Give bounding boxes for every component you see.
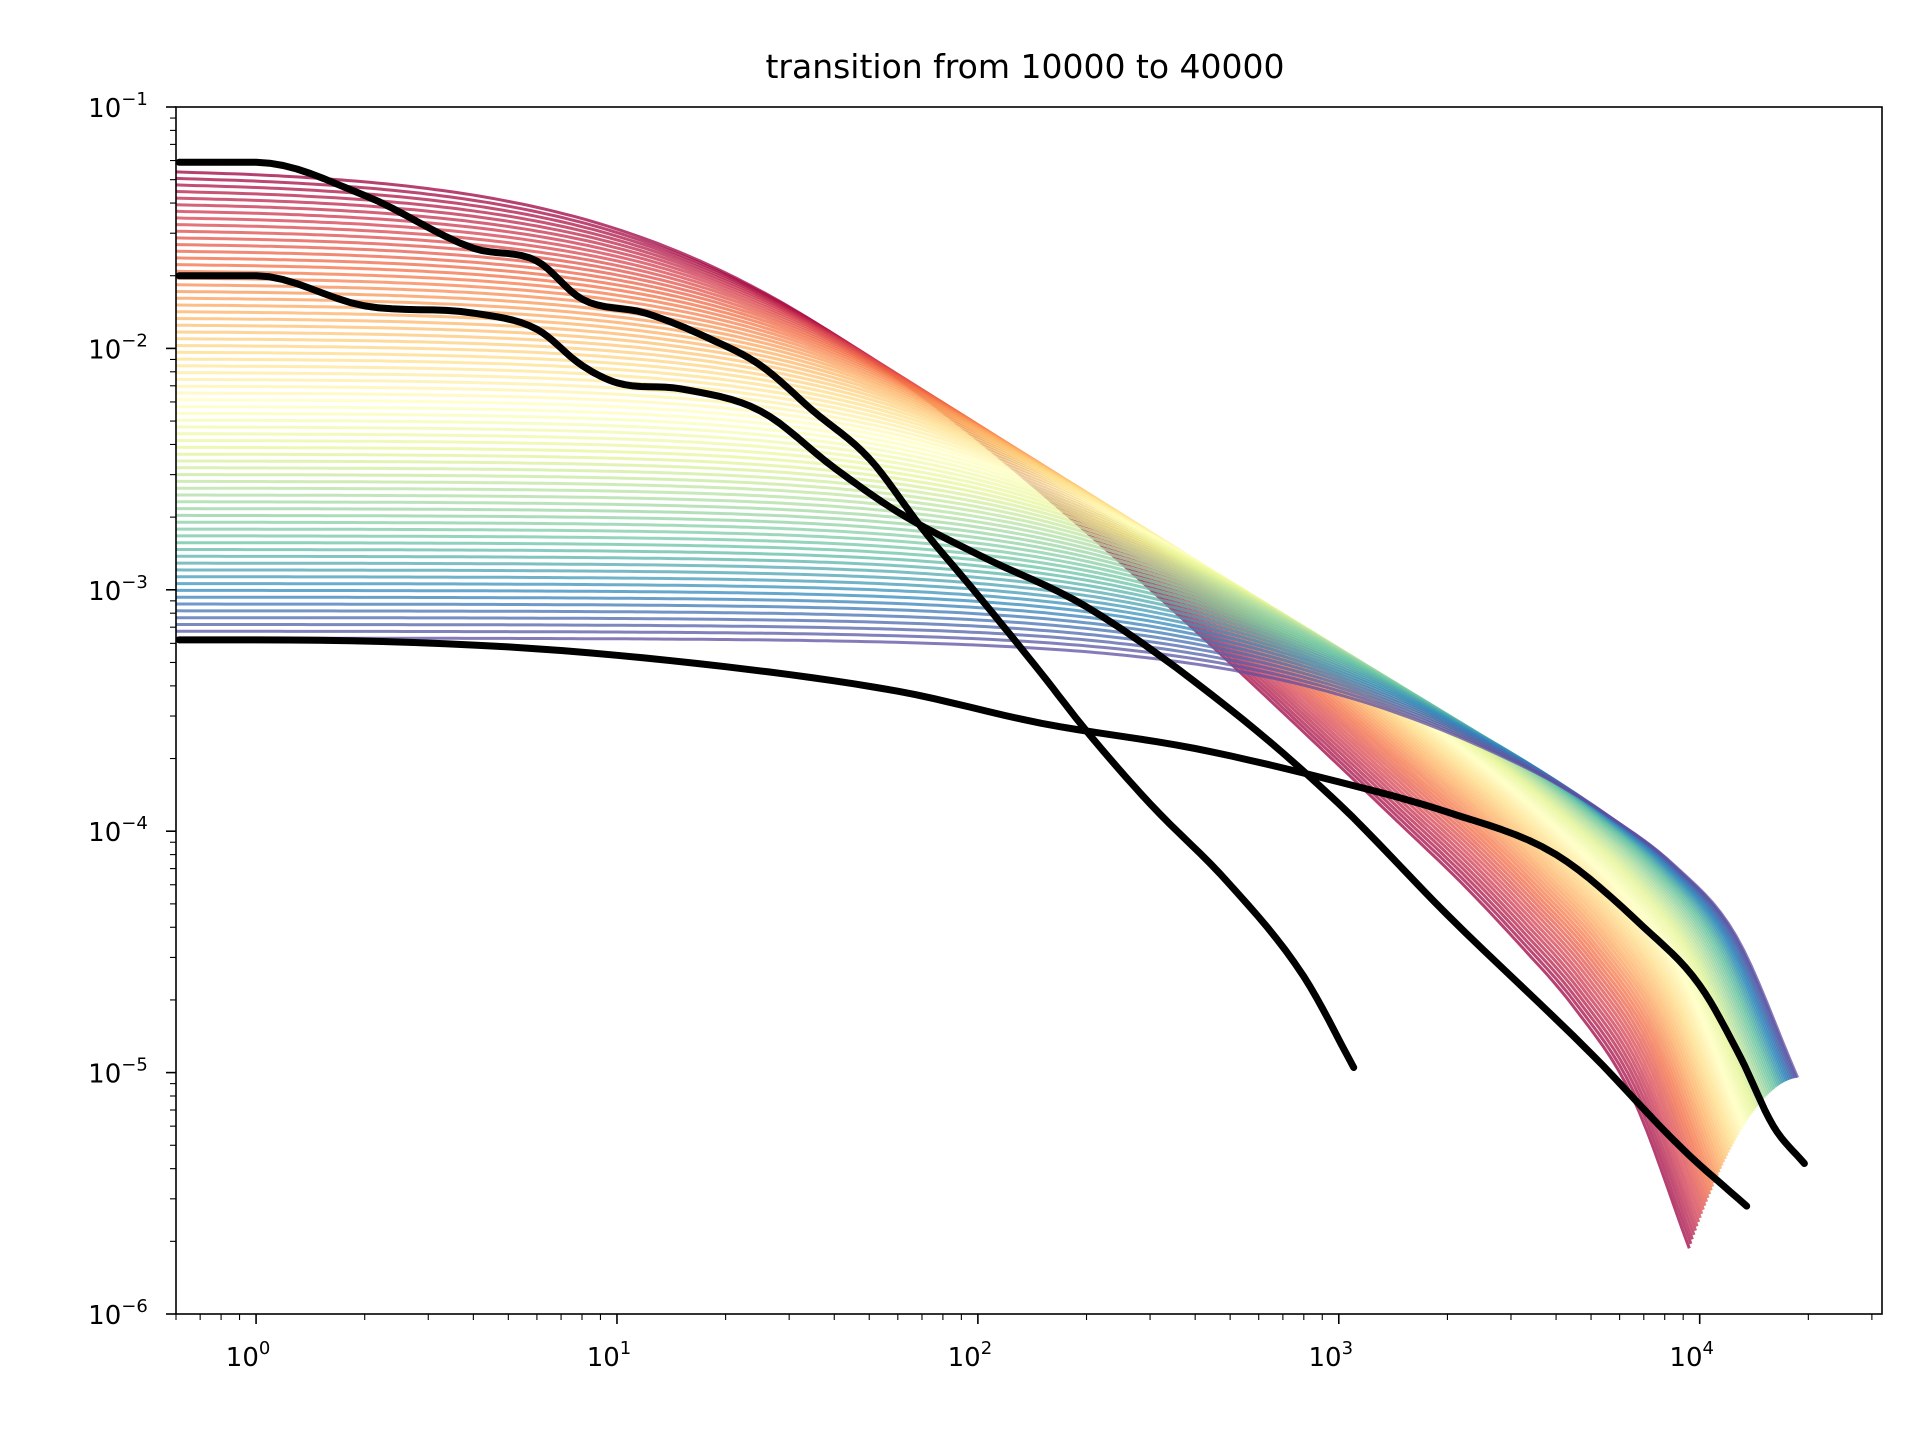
family-line — [175, 344, 1732, 1151]
family-line — [175, 176, 1693, 1245]
family-line — [176, 398, 1744, 1128]
family-line — [175, 170, 1691, 1249]
highlighted-series — [175, 158, 1808, 1210]
family-line — [175, 323, 1727, 1160]
y-axis: 10−1 10−2 10−3 10−4 10−5 10−6 — [88, 89, 176, 1331]
family-line — [176, 337, 1730, 1154]
y-tick-label: 10−1 — [88, 89, 148, 124]
x-tick-label: 100 — [226, 1338, 271, 1373]
x-tick-label: 102 — [948, 1338, 993, 1373]
family-line — [176, 405, 1746, 1126]
series-line-2 — [175, 272, 1751, 1210]
x-tick-label: 103 — [1309, 1338, 1354, 1373]
family-line — [175, 223, 1704, 1215]
family-line — [176, 418, 1749, 1121]
x-tick-label: 101 — [587, 1338, 632, 1373]
family-line — [176, 391, 1743, 1131]
y-tick-label: 10−6 — [88, 1296, 148, 1331]
family-line — [176, 357, 1735, 1145]
family-line — [175, 425, 1751, 1119]
series-line-1 — [175, 158, 1358, 1071]
family-line — [175, 229, 1705, 1211]
y-tick-label: 10−5 — [88, 1055, 148, 1090]
plot-frame — [175, 106, 1883, 1315]
family-line — [175, 209, 1701, 1223]
y-tick-label: 10−3 — [88, 572, 148, 607]
family-line — [175, 236, 1707, 1207]
family-line — [175, 364, 1737, 1142]
family-line — [175, 196, 1698, 1232]
family-line — [175, 377, 1740, 1136]
family-line — [175, 432, 1752, 1116]
chart-title: transition from 10000 to 40000 — [765, 47, 1284, 86]
family-line — [175, 317, 1726, 1163]
x-axis: 100 101 102 103 104 — [175, 1314, 1873, 1373]
family-line — [176, 384, 1741, 1134]
family-line — [175, 350, 1734, 1148]
family-line — [175, 203, 1699, 1227]
y-tick-label: 10−4 — [88, 813, 148, 848]
family-line — [176, 411, 1748, 1123]
y-tick-label: 10−2 — [88, 330, 148, 365]
series-line-3 — [175, 636, 1808, 1167]
x-tick-label: 104 — [1669, 1338, 1714, 1373]
family-line — [175, 330, 1729, 1157]
family-line — [175, 371, 1738, 1139]
family-line — [176, 636, 1799, 1079]
family-line — [175, 183, 1694, 1240]
family-line — [175, 439, 1754, 1114]
family-line — [175, 256, 1712, 1195]
